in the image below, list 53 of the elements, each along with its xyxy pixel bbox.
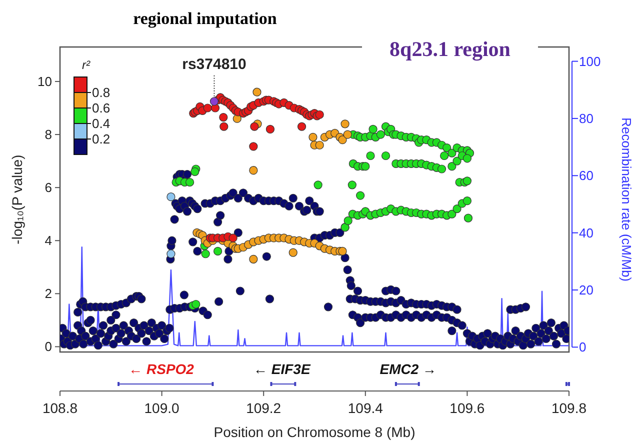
y-tick-label: 2 <box>44 286 52 302</box>
point <box>308 132 318 142</box>
point <box>249 142 258 151</box>
legend-label: 0.6 <box>92 100 110 116</box>
point <box>252 88 262 96</box>
y2-tick-label: 0 <box>579 340 586 355</box>
x-tick-label: 109.6 <box>450 400 485 416</box>
point <box>250 122 259 131</box>
point <box>340 120 350 128</box>
x-tick-label: 109.2 <box>246 400 282 416</box>
point <box>249 254 258 264</box>
legend-title: r² <box>82 58 91 72</box>
point <box>338 246 347 256</box>
point <box>228 234 238 242</box>
x-tick-label: 108.8 <box>42 400 78 416</box>
point <box>315 110 324 119</box>
point <box>166 192 176 202</box>
annotation: rs374810 <box>182 56 246 73</box>
y-tick-label: 6 <box>44 180 52 196</box>
y-tick-label: 8 <box>44 127 52 142</box>
text: ← EIF3E <box>254 361 311 377</box>
legend-label: 0.4 <box>92 116 110 132</box>
point <box>220 122 228 131</box>
y2-tick-label: 20 <box>579 282 594 298</box>
y-tick-label: 10 <box>38 74 52 90</box>
chart-title: regional imputation <box>133 9 278 28</box>
y2-axis-title: Recombination rate (cM/Mb) <box>619 118 634 282</box>
y-axis-title: -log₁₀(P value) <box>9 154 25 244</box>
chart-subtitle: 8q23.1 region <box>390 37 511 61</box>
legend-label: 0.2 <box>92 132 110 147</box>
point <box>297 122 306 131</box>
point <box>338 136 347 144</box>
text: ← RSPO2 <box>128 361 194 377</box>
point <box>166 250 176 258</box>
point <box>249 166 258 175</box>
y-tick-label: 4 <box>44 233 52 248</box>
point <box>315 140 324 150</box>
x-tick-label: 109.8 <box>551 400 587 416</box>
text: EMC2 → <box>380 361 437 377</box>
point <box>203 104 212 112</box>
y2-tick-label: 100 <box>579 54 601 69</box>
point <box>219 112 228 122</box>
x-tick-label: 109.4 <box>348 400 384 416</box>
legend-label: 0.8 <box>92 85 110 100</box>
y2-tick-label: 40 <box>579 225 594 240</box>
point <box>343 130 352 139</box>
point <box>288 248 298 257</box>
y2-tick-label: 60 <box>579 168 594 184</box>
y-tick-label: 0 <box>44 339 52 354</box>
x-axis-title: Position on Chromosome 8 (Mb) <box>214 424 416 440</box>
x-tick-label: 109.0 <box>144 400 180 416</box>
y2-tick-label: 80 <box>579 111 594 126</box>
point <box>266 124 275 134</box>
